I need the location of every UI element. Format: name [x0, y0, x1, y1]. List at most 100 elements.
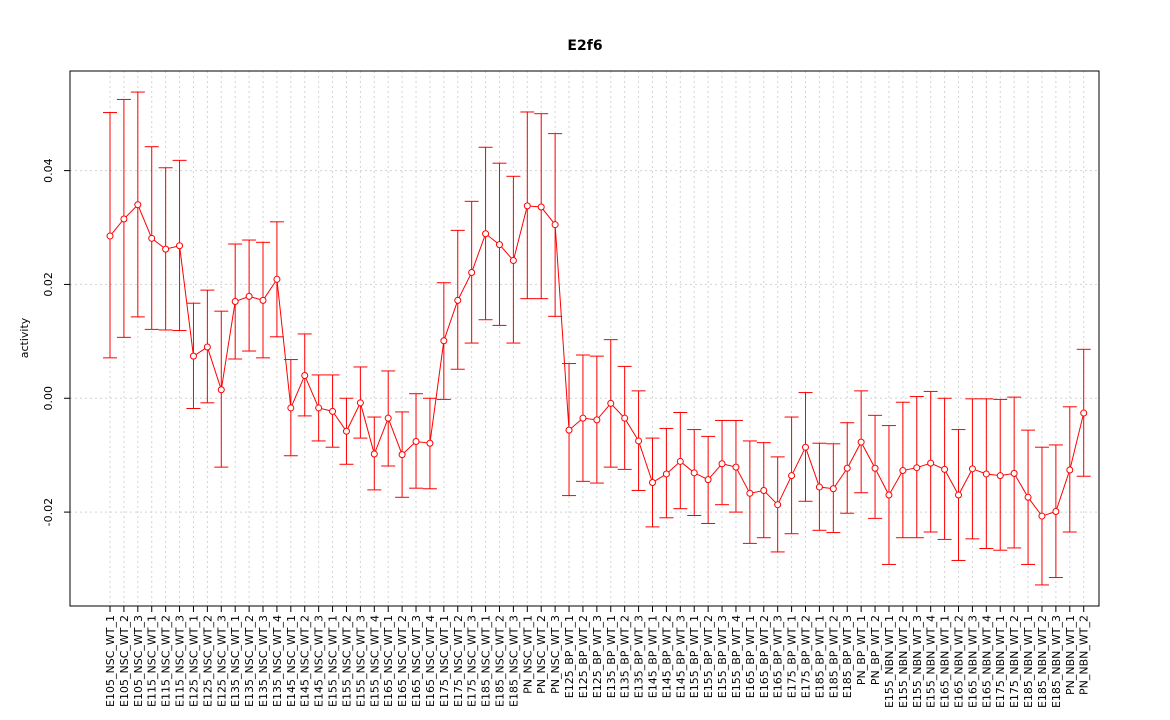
data-point	[927, 459, 935, 467]
x-tick-label: E185_BP_WT_3	[841, 615, 854, 698]
data-point	[1052, 508, 1060, 516]
x-tick-label: E185_NBN_WT_2	[1036, 615, 1049, 708]
data-point	[495, 241, 503, 249]
data-point	[690, 469, 698, 477]
data-points	[106, 201, 1088, 520]
data-point	[941, 465, 949, 473]
x-tick-label: E155_BP_WT_1	[688, 615, 701, 698]
data-point	[468, 268, 476, 276]
x-tick-label: E165_BP_WT_2	[758, 615, 771, 698]
x-axis: E105_NSC_WT_1 E105_NSC_WT_2 E105_NSC_WT_3 E…	[104, 606, 1091, 708]
x-tick-label: E155_NBN_WT_2	[897, 615, 910, 708]
data-point	[1024, 493, 1032, 501]
x-tick-label: E175_BP_WT_1	[786, 615, 799, 698]
data-point	[245, 292, 253, 300]
x-tick-label: E165_NSC_WT_2	[396, 615, 409, 707]
x-tick-label: E165_NSC_WT_4	[424, 615, 437, 707]
plot-frame	[69, 70, 1100, 607]
x-tick-label: E155_NBN_WT_1	[883, 615, 896, 708]
x-tick-label: E185_NSC_WT_2	[493, 615, 506, 707]
data-point	[342, 427, 350, 435]
data-point	[176, 242, 184, 250]
data-point	[120, 215, 128, 223]
data-point	[676, 457, 684, 465]
x-tick-label: E185_NBN_WT_1	[1022, 615, 1035, 708]
data-point	[384, 414, 392, 422]
data-point	[746, 489, 754, 497]
data-point	[203, 343, 211, 351]
data-point	[815, 483, 823, 491]
x-tick-label: E145_NSC_WT_1	[285, 615, 298, 707]
x-tick-label: E125_BP_WT_3	[591, 615, 604, 698]
x-tick-label: E165_NSC_WT_3	[410, 615, 423, 707]
x-tick-label: E155_NBN_WT_3	[911, 615, 924, 708]
y-tick-label: -0.02	[42, 498, 55, 526]
x-tick-label: E185_BP_WT_1	[813, 615, 826, 698]
data-point	[231, 298, 239, 306]
x-tick-label: PN_NBN_WT_1	[1064, 615, 1077, 695]
chart-title: E2f6	[567, 38, 602, 54]
data-point	[440, 337, 448, 345]
data-point	[301, 371, 309, 379]
data-point	[899, 467, 907, 475]
x-tick-label: E125_BP_WT_1	[563, 615, 576, 698]
x-tick-label: E185_NBN_WT_3	[1050, 615, 1063, 708]
x-tick-label: E145_BP_WT_2	[660, 615, 673, 698]
data-point	[760, 486, 768, 494]
x-tick-label: E175_NBN_WT_1	[994, 615, 1007, 708]
data-point	[648, 478, 656, 486]
x-tick-label: E165_NBN_WT_4	[980, 615, 993, 708]
data-point	[829, 485, 837, 493]
x-tick-label: E185_BP_WT_2	[827, 615, 840, 698]
x-tick-label: E175_NSC_WT_3	[466, 615, 479, 707]
x-tick-label: E175_NSC_WT_1	[438, 615, 451, 707]
data-point	[454, 296, 462, 304]
x-tick-label: E105_NSC_WT_2	[118, 615, 131, 707]
x-tick-label: E185_NSC_WT_3	[507, 615, 520, 707]
data-point	[134, 201, 142, 209]
x-tick-label: E125_NSC_WT_1	[187, 615, 200, 707]
data-point	[259, 296, 267, 304]
x-tick-label: E135_NSC_WT_4	[271, 615, 284, 707]
x-tick-label: E135_NSC_WT_2	[243, 615, 256, 707]
data-point	[370, 450, 378, 458]
y-axis: -0.02 0.00 0.02 0.04	[42, 158, 70, 526]
data-point	[509, 257, 517, 265]
x-tick-label: E145_BP_WT_1	[646, 615, 659, 698]
x-tick-label: PN_BP_WT_1	[855, 615, 868, 685]
data-point	[148, 234, 156, 242]
y-axis-label: activity	[18, 317, 31, 358]
data-point	[802, 443, 809, 451]
x-tick-label: E175_NSC_WT_2	[452, 615, 465, 707]
data-point	[189, 352, 197, 360]
data-point	[982, 470, 990, 478]
x-tick-label: E105_NSC_WT_1	[104, 615, 117, 707]
data-point	[996, 472, 1004, 480]
data-point	[579, 414, 587, 422]
data-point	[565, 426, 573, 434]
data-point	[482, 230, 490, 238]
x-tick-label: E175_NBN_WT_2	[1008, 615, 1021, 708]
x-tick-label: E135_NSC_WT_3	[257, 615, 270, 707]
data-point	[885, 491, 893, 499]
x-tick-label: E155_BP_WT_4	[730, 615, 743, 698]
x-tick-label: E115_NSC_WT_2	[160, 615, 173, 707]
x-tick-label: E155_BP_WT_3	[716, 615, 729, 698]
x-tick-label: E155_NSC_WT_4	[368, 615, 381, 707]
x-tick-label: E155_NSC_WT_2	[340, 615, 353, 707]
x-tick-label: PN_NSC_WT_3	[549, 615, 562, 694]
x-tick-label: PN_NSC_WT_2	[535, 615, 548, 694]
x-tick-label: E135_BP_WT_3	[633, 615, 646, 698]
data-point	[412, 438, 420, 446]
data-point	[1080, 409, 1088, 417]
data-point	[732, 463, 740, 471]
x-tick-label: E155_NBN_WT_4	[925, 615, 938, 708]
x-tick-label: E135_BP_WT_2	[619, 615, 632, 698]
x-tick-label: E185_NSC_WT_1	[480, 615, 493, 707]
x-tick-label: PN_NBN_WT_2	[1078, 615, 1091, 695]
x-tick-label: E145_NSC_WT_3	[313, 615, 326, 707]
data-point	[329, 407, 337, 415]
data-point	[398, 451, 406, 459]
data-point	[788, 472, 796, 480]
data-point	[718, 460, 726, 468]
